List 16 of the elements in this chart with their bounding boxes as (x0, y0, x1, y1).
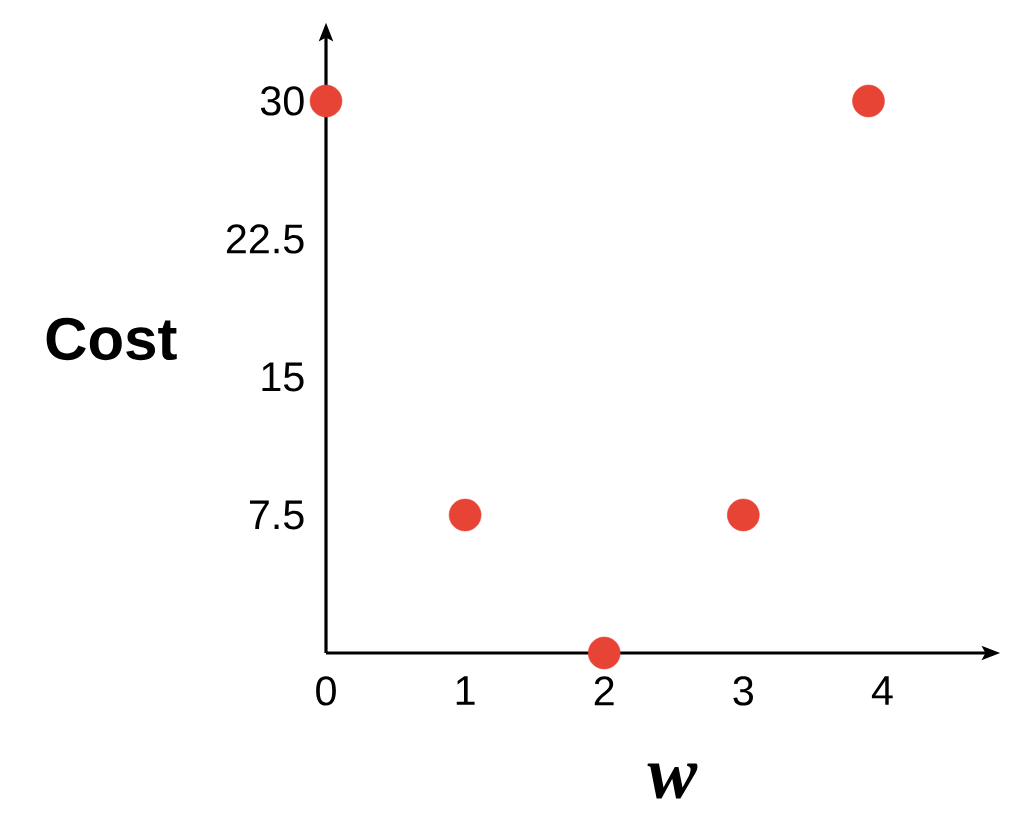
x-tick-label: 2 (594, 676, 614, 706)
x-tick-label: 1 (456, 676, 475, 705)
y-tick-label: 30 (260, 86, 304, 116)
point (448, 498, 482, 532)
y-tick-label: 22.5 (226, 224, 304, 254)
y-axis-title: Cost (46, 317, 177, 361)
y-tick-label: 15 (262, 362, 304, 392)
x-tick-label: 3 (733, 676, 753, 706)
x-tick-label: 4 (871, 676, 893, 705)
point (727, 498, 760, 532)
point (587, 636, 621, 670)
x-axis-title: w (647, 763, 698, 799)
point (852, 84, 885, 118)
x-tick-label: 0 (316, 676, 336, 706)
y-tick-label: 7.5 (249, 500, 304, 530)
point (309, 84, 343, 118)
